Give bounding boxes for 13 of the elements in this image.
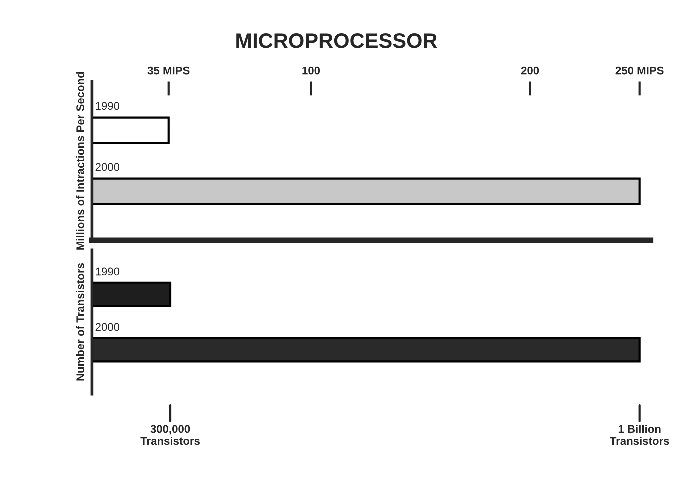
y-axis-title: Millions of Intractions Per Second bbox=[76, 72, 84, 250]
y-axis-title: Number of Transistors bbox=[76, 263, 84, 381]
y-tick-label: 1990 bbox=[96, 268, 120, 276]
y-tick-label: 2000 bbox=[96, 323, 120, 332]
chart-title: MICROPROCESSOR bbox=[236, 34, 438, 48]
x-tick-label: 35 MIPS bbox=[148, 66, 190, 75]
x-tick-label: 250 MIPS bbox=[616, 66, 664, 75]
text: 1 Billion Transistors bbox=[610, 424, 670, 446]
x-tick-label: 100 bbox=[302, 66, 320, 75]
y-tick-label: 2000 bbox=[96, 163, 120, 172]
text: 300,000 Transistors bbox=[140, 425, 200, 446]
y-tick-label: 1990 bbox=[96, 102, 120, 110]
x-tick-label: 200 bbox=[521, 66, 540, 75]
